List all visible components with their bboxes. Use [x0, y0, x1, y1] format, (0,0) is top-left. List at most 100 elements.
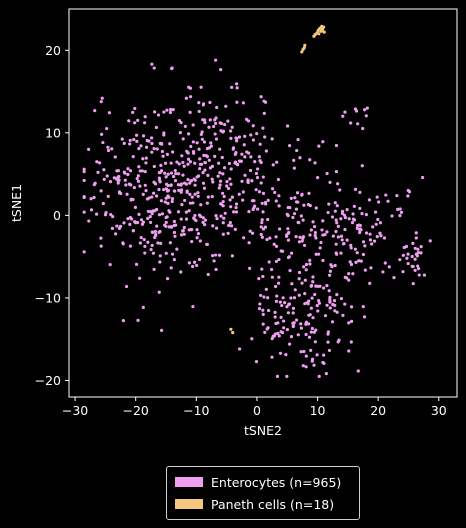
enterocyte-point — [238, 347, 242, 351]
enterocyte-point — [162, 133, 166, 137]
enterocyte-point — [416, 264, 420, 268]
enterocyte-point — [150, 211, 154, 216]
enterocyte-point — [155, 224, 159, 228]
legend-entry-enterocytes: Enterocytes (n=965) — [175, 472, 341, 492]
enterocyte-point — [203, 121, 207, 125]
enterocyte-point — [259, 225, 263, 229]
enterocyte-point — [185, 190, 189, 194]
enterocyte-point — [244, 117, 249, 121]
enterocyte-point — [298, 156, 302, 160]
enterocyte-point — [205, 201, 209, 205]
enterocyte-point — [317, 144, 321, 148]
enterocyte-point — [417, 273, 421, 277]
enterocyte-point — [356, 369, 360, 373]
enterocyte-point — [190, 239, 194, 244]
enterocyte-point — [218, 121, 222, 125]
enterocyte-point — [347, 278, 351, 282]
enterocyte-point — [390, 214, 394, 218]
enterocyte-point — [193, 192, 197, 196]
enterocyte-point — [304, 354, 308, 358]
enterocyte-point — [246, 178, 250, 182]
enterocyte-point — [361, 240, 366, 244]
enterocyte-point — [166, 201, 170, 205]
enterocyte-point — [375, 195, 379, 199]
enterocyte-point — [233, 161, 237, 165]
enterocyte-point — [250, 179, 254, 183]
enterocyte-point — [159, 199, 163, 203]
enterocyte-point — [276, 281, 281, 285]
enterocyte-point — [102, 177, 106, 181]
enterocyte-point — [155, 194, 159, 198]
enterocyte-point — [259, 160, 263, 165]
enterocyte-point — [158, 260, 162, 264]
enterocyte-point — [370, 242, 374, 246]
enterocyte-point — [82, 195, 86, 199]
enterocyte-point — [241, 101, 245, 105]
enterocyte-point — [254, 188, 258, 192]
enterocyte-point — [169, 183, 173, 187]
enterocyte-point — [428, 239, 432, 243]
enterocyte-point — [211, 224, 215, 228]
enterocyte-point — [405, 256, 409, 260]
enterocyte-point — [249, 133, 253, 137]
enterocyte-point — [355, 226, 359, 230]
enterocyte-point — [272, 334, 276, 338]
enterocyte-point — [153, 229, 157, 234]
enterocyte-point — [349, 246, 353, 250]
enterocyte-point — [349, 243, 353, 248]
enterocyte-point — [349, 262, 354, 267]
enterocyte-point — [160, 149, 164, 154]
enterocyte-point — [210, 253, 215, 258]
enterocyte-point — [202, 140, 207, 144]
enterocyte-point — [135, 176, 139, 181]
enterocyte-point — [229, 224, 234, 228]
enterocyte-point — [170, 197, 175, 201]
enterocyte-point — [299, 322, 303, 326]
enterocyte-point — [292, 158, 296, 162]
enterocyte-point — [183, 124, 187, 129]
enterocyte-point — [345, 276, 349, 280]
enterocyte-point — [289, 196, 293, 200]
enterocyte-point — [126, 217, 130, 221]
enterocyte-point — [321, 258, 325, 263]
enterocyte-point — [153, 235, 157, 240]
enterocyte-point — [260, 220, 264, 225]
enterocyte-point — [304, 322, 308, 326]
enterocyte-point — [146, 240, 150, 244]
enterocyte-point — [179, 182, 184, 186]
enterocyte-point — [315, 353, 319, 357]
enterocyte-point — [270, 137, 274, 141]
enterocyte-point — [248, 229, 252, 233]
enterocyte-point — [179, 233, 184, 237]
enterocyte-point — [339, 296, 344, 301]
enterocyte-point — [116, 175, 120, 180]
enterocyte-point — [99, 244, 103, 248]
enterocyte-point — [93, 109, 97, 113]
enterocyte-point — [170, 67, 174, 71]
enterocyte-point — [104, 211, 108, 215]
x-tick-label: 0 — [253, 403, 261, 418]
enterocyte-point — [278, 227, 282, 231]
enterocyte-point — [368, 238, 373, 242]
enterocyte-point — [263, 100, 268, 104]
enterocyte-point — [296, 138, 300, 142]
enterocyte-point — [171, 150, 175, 154]
enterocyte-point — [218, 171, 222, 175]
enterocyte-point — [176, 172, 181, 176]
enterocyte-point — [202, 153, 206, 157]
enterocyte-point — [144, 145, 149, 149]
enterocyte-point — [287, 342, 292, 346]
enterocyte-point — [249, 155, 253, 159]
enterocyte-point — [197, 101, 201, 105]
enterocyte-point — [274, 235, 278, 239]
enterocyte-point — [150, 195, 154, 199]
enterocyte-point — [285, 233, 289, 237]
enterocyte-point — [374, 222, 378, 226]
enterocyte-point — [192, 151, 196, 155]
enterocyte-point — [372, 239, 377, 243]
enterocyte-point — [170, 252, 175, 256]
enterocyte-point — [199, 203, 203, 207]
enterocyte-point — [136, 174, 140, 178]
enterocyte-point — [120, 137, 124, 141]
